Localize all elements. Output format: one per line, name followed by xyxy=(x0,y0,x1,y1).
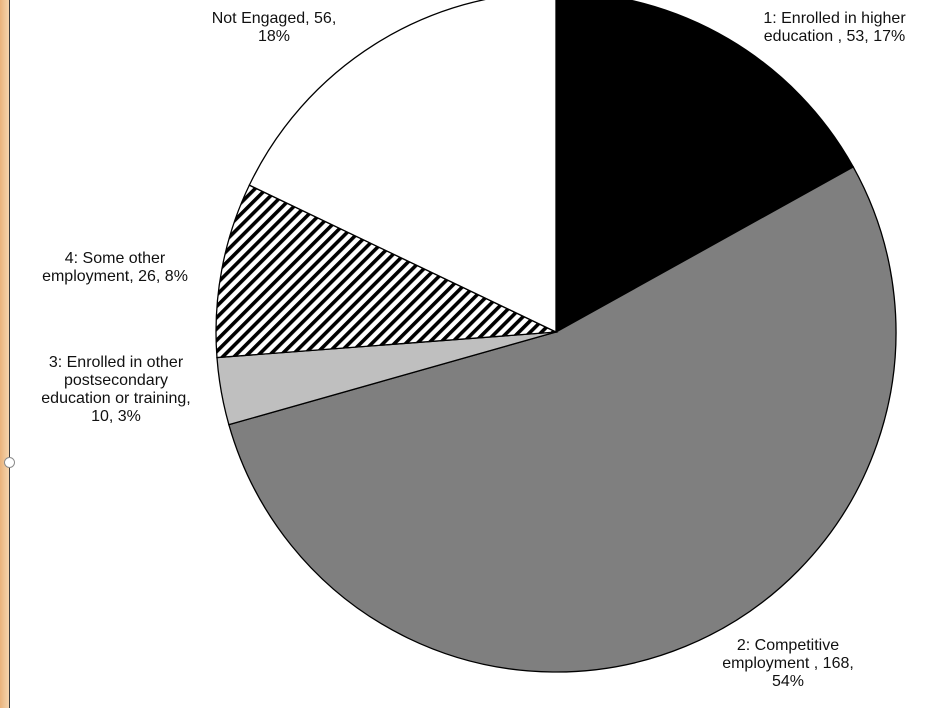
window-edge-divider xyxy=(9,0,10,708)
label-leader-line xyxy=(715,51,729,64)
resize-handle[interactable] xyxy=(4,457,15,468)
pie-slice-competitive-employment xyxy=(228,166,897,673)
slice-label-not-engaged: Not Engaged, 56, 18% xyxy=(211,10,337,45)
slice-label-other-postsecondary: 3: Enrolled in other postsecondary educa… xyxy=(41,354,191,425)
pie-slice-other-employment xyxy=(215,184,559,359)
slice-label-higher-education: 1: Enrolled in higher education , 53, 17… xyxy=(763,10,906,45)
window-edge-strip xyxy=(0,0,9,708)
pie-slice-not-engaged xyxy=(248,0,557,334)
slice-label-competitive-employment: 2: Competitive employment , 168, 54% xyxy=(722,637,854,690)
pie-slice-higher-education xyxy=(555,0,855,334)
slice-label-other-employment: 4: Some other employment, 26, 8% xyxy=(42,250,188,285)
